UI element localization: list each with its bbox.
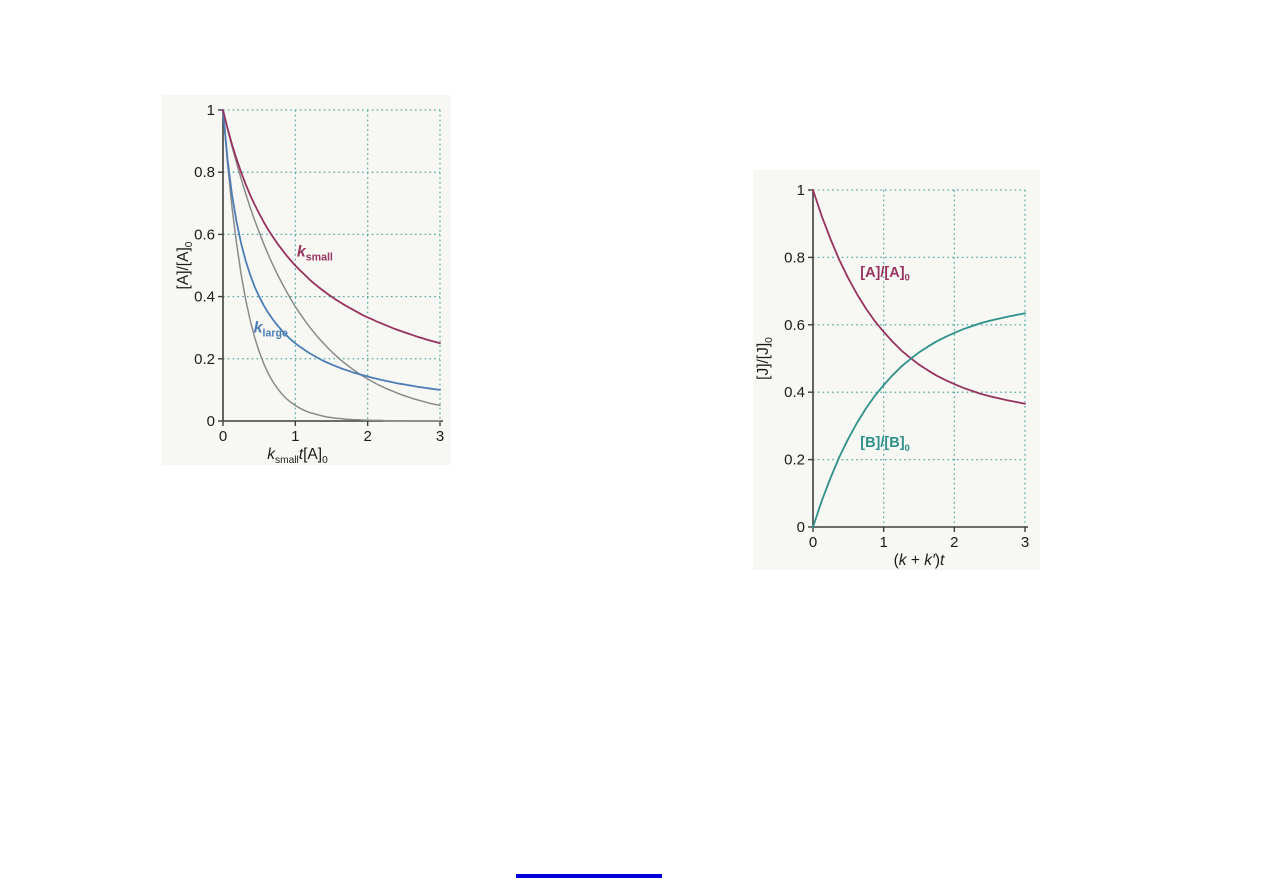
x-tick-label: 0: [809, 534, 817, 551]
figure-second-order-decay: 0 1 2 3 0 0.2 0.4 0.6 0.8 1 klarge ksmall ksmallt[A]…: [162, 95, 451, 465]
second-order-decay-chart: 0 1 2 3 0 0.2 0.4 0.6 0.8 1 klarge ksmall ksmallt[A]…: [175, 102, 444, 465]
curve-label-second-order-decay-large-k: klarge: [254, 320, 288, 340]
x-tick-label: 2: [363, 428, 371, 445]
approach-to-equilibrium-chart: 0 1 2 3 0 0.2 0.4 0.6 0.8 1 [A]/[A]0 [B]/[B]0 (k + k…: [755, 182, 1029, 569]
x-tick-label: 3: [1021, 534, 1029, 551]
y-tick-label: 0.2: [784, 452, 805, 469]
x-tick-label: 0: [219, 428, 227, 445]
y-tick-label: 0.6: [194, 226, 215, 243]
y-tick-label: 0.6: [784, 317, 805, 334]
y-axis-label: [A]/[A]0: [175, 241, 195, 289]
curve-label-second-order-decay-small-k: ksmall: [297, 244, 333, 264]
y-tick-label: 0.2: [194, 351, 215, 368]
y-tick-label: 0.8: [194, 164, 215, 181]
x-tick-label: 3: [436, 428, 444, 445]
x-tick-label: 1: [879, 534, 887, 551]
curve-first-order-decay-large-k: [222, 109, 441, 422]
x-axis-label: (k + k′)t: [894, 552, 945, 569]
curve-label-reactant-A-fraction: [A]/[A]0: [860, 265, 910, 284]
x-tick-label: 1: [291, 428, 299, 445]
y-tick-label: 0.4: [194, 289, 215, 306]
curve-product-B-fraction: [812, 312, 1026, 528]
link-underline[interactable]: [516, 874, 662, 878]
curve-reactant-A-fraction: [812, 189, 1026, 405]
curve-second-order-decay-small-k: [222, 109, 441, 345]
y-tick-label: 1: [207, 102, 215, 119]
y-tick-label: 1: [797, 182, 805, 199]
y-tick-label: 0.4: [784, 384, 805, 401]
y-tick-label: 0: [797, 519, 805, 536]
curve-second-order-decay-large-k: [222, 109, 441, 391]
y-tick-label: 0: [207, 413, 215, 430]
x-axis-label: ksmallt[A]0: [267, 446, 328, 465]
x-tick-label: 2: [950, 534, 958, 551]
curve-label-product-B-fraction: [B]/[B]0: [860, 435, 910, 454]
y-axis-label: [J]/[J]0: [755, 337, 775, 380]
y-tick-label: 0.8: [784, 249, 805, 266]
figure-approach-to-equilibrium: 0 1 2 3 0 0.2 0.4 0.6 0.8 1 [A]/[A]0 [B]/[B]0 (k + k…: [753, 170, 1040, 570]
curve-first-order-decay-small-k: [222, 109, 441, 407]
